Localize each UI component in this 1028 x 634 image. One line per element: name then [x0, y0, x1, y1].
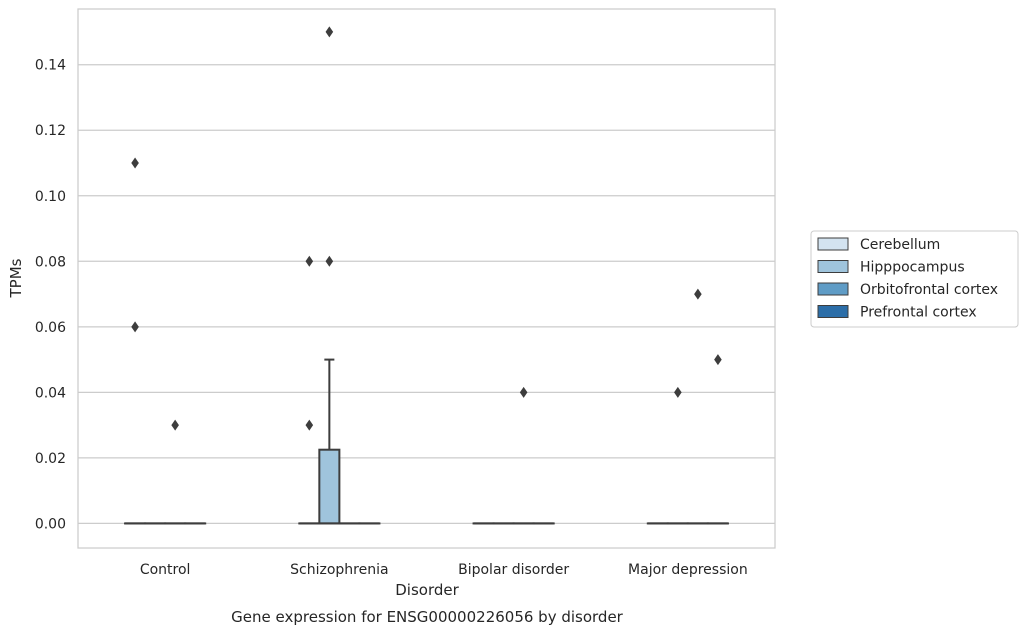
outlier-point: [519, 386, 528, 398]
x-tick-labels: Control Schizophrenia Bipolar disorder Majo…: [140, 562, 748, 578]
y-tick-label: 0.14: [35, 58, 66, 74]
outlier-points: [131, 26, 722, 431]
x-axis-label: Disorder: [395, 581, 459, 599]
legend-label: Orbitofrontal cortex: [860, 282, 998, 298]
legend-frame: [810, 230, 1019, 328]
outlier-point: [694, 288, 702, 300]
outlier-point: [131, 321, 139, 333]
x-tick-label: Schizophrenia: [290, 562, 388, 578]
chart-caption: Gene expression for ENSG00000226056 by d…: [231, 608, 624, 626]
y-tick-label: 0.12: [35, 123, 66, 139]
outlier-point: [325, 255, 334, 267]
outlier-point: [325, 26, 334, 38]
y-tick-label: 0.02: [35, 451, 66, 467]
legend-label: Hipppocampus: [860, 260, 965, 276]
legend-swatch: [817, 305, 849, 318]
outlier-point: [674, 386, 682, 398]
box-series: [124, 358, 729, 525]
y-axis-label: TPMs: [7, 258, 25, 298]
y-tick-label: 0.00: [35, 516, 66, 532]
y-tick-labels: 0.00 0.02 0.04 0.06 0.08 0.10 0.12 0.14: [35, 58, 66, 533]
y-tick-label: 0.06: [35, 320, 66, 336]
x-tick-label: Major depression: [628, 562, 748, 578]
y-tick-label: 0.04: [35, 385, 66, 401]
legend-swatch: [817, 260, 849, 273]
x-tick-label: Bipolar disorder: [458, 562, 569, 578]
plot-frame: [77, 8, 776, 549]
outlier-point: [171, 419, 179, 431]
outlier-point: [131, 157, 139, 169]
legend-swatch: [817, 237, 849, 251]
y-tick-label: 0.08: [35, 254, 66, 270]
legend: Cerebellum Hipppocampus Orbitofrontal cort…: [810, 230, 1019, 328]
legend-label: Prefrontal cortex: [860, 305, 977, 321]
outlier-point: [305, 419, 314, 431]
y-tick-label: 0.10: [35, 189, 66, 205]
box-hipppocampus: [318, 358, 341, 525]
y-gridlines: [78, 64, 775, 525]
box-body: [318, 448, 341, 525]
legend-swatch: [817, 282, 849, 296]
outlier-point: [305, 255, 314, 267]
outlier-point: [714, 354, 722, 366]
legend-label: Cerebellum: [860, 237, 940, 253]
x-tick-label: Control: [140, 562, 191, 578]
